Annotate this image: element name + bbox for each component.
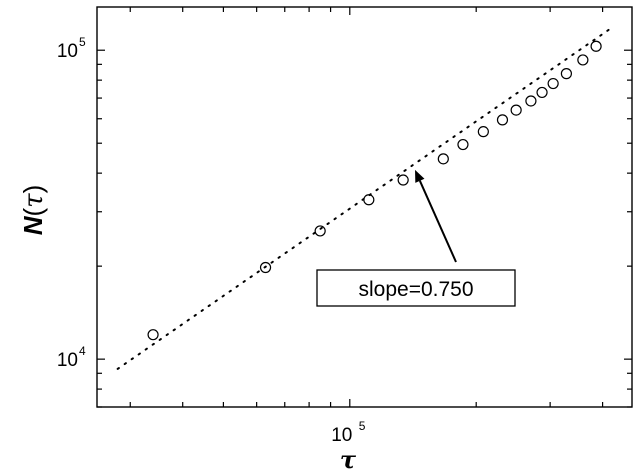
data-point: [437, 153, 449, 165]
annotation-box: [316, 269, 516, 307]
y-tick-label: 10: [57, 41, 78, 62]
x-tick-label-exponent: 5: [359, 419, 366, 433]
data-point: [560, 68, 573, 80]
data-point: [457, 138, 469, 151]
y-axis-label-close: ): [18, 185, 48, 194]
data-point: [314, 225, 326, 237]
data-point: [547, 77, 559, 90]
y-axis-label-n: N: [18, 215, 48, 235]
y-tick-label: 10: [57, 350, 78, 371]
data-point: [147, 329, 159, 341]
data-point: [525, 95, 537, 107]
x-axis-label: τ: [340, 445, 357, 474]
x-tick-label: 10: [331, 425, 352, 446]
data-point: [590, 40, 602, 52]
y-tick-label-exponent: 5: [79, 35, 86, 49]
data-point: [496, 114, 509, 126]
data-point: [397, 174, 409, 186]
data-points: [147, 40, 602, 341]
data-point: [363, 194, 375, 206]
data-point: [477, 126, 489, 138]
data-point: [510, 104, 522, 116]
y-axis-label-open: (: [18, 207, 48, 216]
plot-frame: [96, 6, 633, 408]
annotation-arrow: [418, 180, 457, 263]
data-point: [536, 86, 548, 99]
y-tick-label-exponent: 4: [79, 344, 86, 358]
y-axis-label-tau: τ: [19, 193, 49, 208]
tick-marks: [97, 7, 632, 408]
data-point: [259, 261, 272, 274]
annotation-arrowhead: [415, 169, 425, 183]
annotation-text: slope=0.750: [358, 278, 473, 301]
x-tick-labels: 10 5: [331, 419, 366, 446]
data-point: [577, 54, 589, 66]
y-axis-label: N(τ): [18, 185, 49, 236]
